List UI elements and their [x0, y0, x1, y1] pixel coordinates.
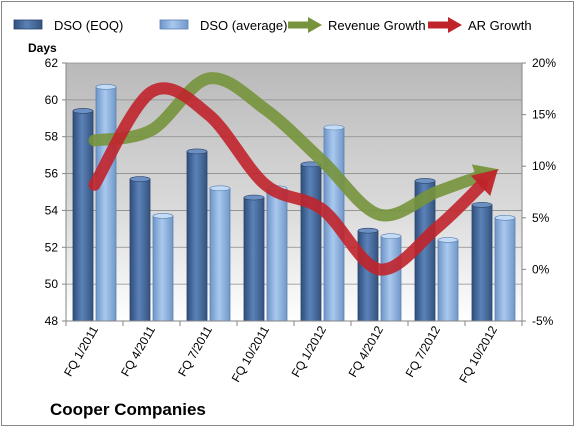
- legend-arrow-ar-growth: [448, 17, 462, 33]
- y-left-tick-label: 58: [45, 130, 59, 144]
- chart-title: Cooper Companies: [50, 400, 206, 419]
- y-right-tick-label: 20%: [532, 56, 556, 70]
- line-ar-growth: [88, 82, 488, 276]
- y-left-axis-label: Days: [28, 41, 57, 55]
- bar-cap: [152, 213, 174, 219]
- bar-dso-average-: [152, 215, 174, 322]
- bar-cap: [437, 237, 459, 243]
- arrowhead-ar-growth: [470, 169, 498, 196]
- bar-cap: [414, 178, 436, 184]
- y-left-tick-label: 60: [45, 93, 59, 107]
- y-left-tick-label: 62: [45, 56, 59, 70]
- legend-label-dso-eoq-: DSO (EOQ): [54, 18, 123, 33]
- y-right-tick-label: 0%: [532, 262, 550, 276]
- bar-dso-eoq-: [357, 230, 379, 322]
- bar-dso-eoq-: [186, 151, 208, 322]
- bar-dso-average-: [380, 235, 402, 322]
- bar-cap: [494, 215, 516, 221]
- bar-dso-eoq-: [243, 197, 265, 322]
- bar-cap: [357, 227, 379, 234]
- y-left-tick-label: 50: [45, 277, 59, 291]
- bar-cap: [471, 202, 493, 208]
- bar-cap: [186, 148, 208, 155]
- bar-dso-average-: [266, 187, 288, 322]
- legend-label-ar-growth: AR Growth: [468, 18, 532, 33]
- bar-dso-average-: [494, 217, 516, 322]
- bar-dso-eoq-: [129, 178, 151, 322]
- line-series-group: [88, 72, 500, 276]
- y-right-tick-label: 5%: [532, 211, 550, 225]
- bar-cap: [243, 194, 265, 201]
- bar-cap: [323, 124, 345, 131]
- legend-swatch-dso-average-: [159, 19, 189, 30]
- bar-dso-average-: [95, 86, 117, 322]
- bar-cap: [95, 84, 117, 90]
- y-left-tick-label: 48: [45, 314, 59, 328]
- bar-dso-average-: [209, 187, 231, 322]
- y-left-tick-label: 52: [45, 240, 59, 254]
- y-right-tick-label: 15%: [532, 108, 556, 122]
- legend-arrow-revenue-growth: [308, 17, 322, 33]
- bar-dso-eoq-: [471, 204, 493, 322]
- legend-label-dso-average-: DSO (average): [200, 18, 287, 33]
- y-left-tick-label: 56: [45, 167, 59, 181]
- line-revenue-growth: [88, 72, 485, 222]
- bar-cap: [380, 233, 402, 240]
- legend-swatch-dso-eoq-: [13, 19, 43, 30]
- bar-cap: [72, 108, 94, 114]
- y-right-tick-label: 10%: [532, 159, 556, 173]
- bar-cap: [129, 176, 151, 182]
- legend-label-revenue-growth: Revenue Growth: [328, 18, 426, 33]
- bar-dso-eoq-: [300, 163, 322, 322]
- bar-dso-average-: [437, 239, 459, 322]
- legend: DSO (EOQ) DSO (average) Revenue Growth AR G…: [13, 17, 532, 33]
- bar-cap: [209, 185, 231, 192]
- y-right-tick-label: -5%: [532, 314, 554, 328]
- y-left-tick-label: 54: [45, 203, 59, 217]
